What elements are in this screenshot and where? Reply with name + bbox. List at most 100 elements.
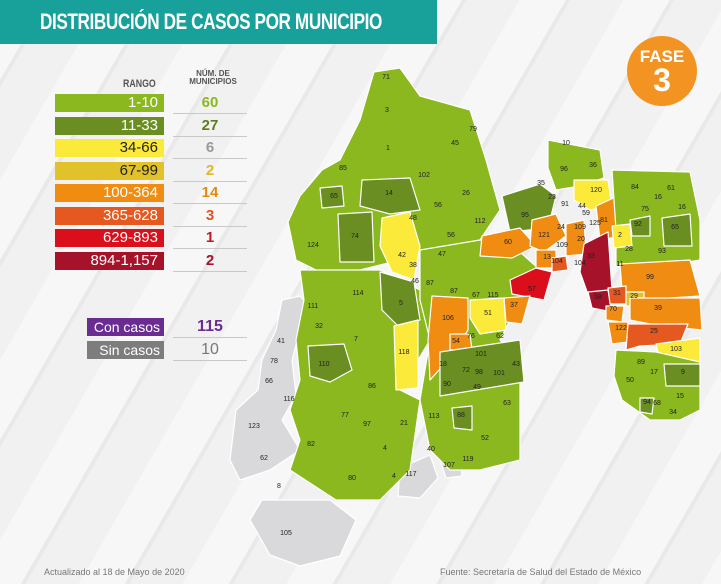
municipality-label: 113 bbox=[428, 413, 439, 420]
municipality-label: 63 bbox=[503, 400, 511, 407]
range-swatch: 894-1,157 bbox=[55, 251, 164, 270]
municipality-label: 43 bbox=[512, 361, 520, 368]
municipality-label: 34 bbox=[669, 409, 677, 416]
municipality-label: 124 bbox=[307, 242, 319, 249]
municipality-label: 20 bbox=[577, 236, 585, 243]
range-swatch: 629-893 bbox=[55, 229, 164, 247]
municipality-label: 58 bbox=[594, 294, 602, 301]
region-92 bbox=[629, 215, 651, 237]
municipality-label: 29 bbox=[630, 293, 638, 300]
region-2 bbox=[611, 223, 633, 249]
municipality-label: 21 bbox=[400, 420, 408, 427]
municipality-label: 80 bbox=[348, 475, 356, 482]
region-110 bbox=[307, 343, 353, 383]
municipality-label: 82 bbox=[307, 441, 315, 448]
municipality-label: 57 bbox=[528, 286, 536, 293]
municipality-label: 15 bbox=[676, 393, 684, 400]
municipality-label: 48 bbox=[409, 215, 417, 222]
municipality-label: 4 bbox=[392, 473, 396, 480]
municipality-count: 1 bbox=[173, 229, 247, 249]
municipality-label: 107 bbox=[443, 462, 455, 469]
municipality-label: 122 bbox=[615, 325, 627, 332]
municipality-label: 36 bbox=[589, 162, 597, 169]
region-104w bbox=[551, 255, 569, 273]
municipality-label: 87 bbox=[426, 280, 434, 287]
municipality-label: 18 bbox=[439, 361, 447, 368]
municipality-label: 68 bbox=[653, 400, 661, 407]
municipality-label: 121 bbox=[538, 232, 550, 239]
municipality-count: 2 bbox=[173, 252, 247, 272]
status-swatch: Sin casos bbox=[87, 341, 164, 359]
municipality-label: 46 bbox=[411, 278, 419, 285]
municipality-label: 98 bbox=[475, 369, 483, 376]
municipality-count: 3 bbox=[173, 207, 247, 227]
municipality-label: 28 bbox=[625, 246, 633, 253]
municipality-label: 105 bbox=[280, 530, 292, 537]
municipality-label: 62 bbox=[260, 455, 268, 462]
region-94 bbox=[639, 397, 655, 415]
municipality-label: 79 bbox=[469, 126, 477, 133]
municipality-label: 37 bbox=[510, 302, 518, 309]
municipality-count: 60 bbox=[173, 94, 247, 114]
municipality-label: 38 bbox=[409, 262, 417, 269]
title-bar: DISTRIBUCIÓN DE CASOS POR MUNICIPIO bbox=[0, 0, 437, 44]
range-swatch: 34-66 bbox=[55, 139, 164, 157]
page-title: DISTRIBUCIÓN DE CASOS POR MUNICIPIO bbox=[40, 9, 382, 34]
municipality-label: 110 bbox=[318, 361, 329, 368]
municipality-label: 74 bbox=[351, 233, 359, 240]
status-swatch: Con casos bbox=[87, 318, 164, 336]
phase-label: FASE bbox=[639, 46, 685, 66]
municipality-label: 66 bbox=[265, 378, 273, 385]
updated-note: Actualizado al 18 de Mayo de 2020 bbox=[44, 567, 185, 577]
municipality-label: 17 bbox=[650, 369, 658, 376]
municipality-label: 92 bbox=[634, 221, 642, 228]
municipality-label: 31 bbox=[613, 290, 621, 297]
municipality-label: 60 bbox=[504, 239, 512, 246]
municipality-label: 101 bbox=[475, 351, 487, 358]
municipality-label: 120 bbox=[590, 187, 602, 194]
municipality-count: 27 bbox=[173, 117, 247, 137]
municipality-label: 56 bbox=[434, 202, 442, 209]
municipality-label: 14 bbox=[385, 190, 393, 197]
region-74 bbox=[337, 211, 375, 263]
municipality-label: 52 bbox=[481, 435, 489, 442]
municipality-label: 65 bbox=[671, 224, 679, 231]
municipality-label: 104 bbox=[574, 260, 586, 267]
count-header: NÚM. DE MUNICIPIOS bbox=[183, 70, 243, 86]
municipality-label: 35 bbox=[537, 180, 545, 187]
municipality-label: 96 bbox=[560, 166, 568, 173]
municipality-label: 33 bbox=[587, 253, 595, 260]
region-118 bbox=[393, 319, 419, 391]
municipality-label: 40 bbox=[427, 446, 435, 453]
municipality-label: 77 bbox=[341, 412, 349, 419]
municipality-label: 70 bbox=[609, 306, 617, 313]
region-60 bbox=[479, 227, 537, 259]
municipality-label: 1 bbox=[386, 145, 390, 152]
municipality-label: 81 bbox=[600, 217, 608, 224]
municipality-label: 99 bbox=[646, 274, 654, 281]
status-count: 115 bbox=[173, 318, 247, 338]
municipality-label: 114 bbox=[352, 290, 363, 297]
municipality-label: 97 bbox=[363, 421, 371, 428]
municipality-label: 23 bbox=[548, 194, 556, 201]
municipality-label: 25 bbox=[650, 328, 658, 335]
municipality-label: 41 bbox=[277, 338, 285, 345]
municipality-label: 8 bbox=[277, 483, 281, 490]
municipality-label: 24 bbox=[557, 224, 565, 231]
region-37 bbox=[503, 295, 531, 325]
municipality-label: 10 bbox=[562, 140, 570, 147]
region-9 bbox=[663, 363, 701, 387]
count-header-line2: MUNICIPIOS bbox=[189, 77, 237, 86]
municipality-label: 65 bbox=[330, 193, 338, 200]
municipality-label: 49 bbox=[473, 384, 481, 391]
municipality-label: 76 bbox=[467, 333, 475, 340]
municipality-label: 45 bbox=[451, 140, 459, 147]
municipality-label: 3 bbox=[385, 107, 389, 114]
phase-number: 3 bbox=[653, 61, 671, 98]
municipality-label: 106 bbox=[442, 315, 454, 322]
municipality-label: 16 bbox=[678, 204, 686, 211]
municipality-label: 7 bbox=[354, 336, 358, 343]
municipality-label: 61 bbox=[667, 185, 675, 192]
count-header-line1: NÚM. DE bbox=[196, 69, 230, 78]
